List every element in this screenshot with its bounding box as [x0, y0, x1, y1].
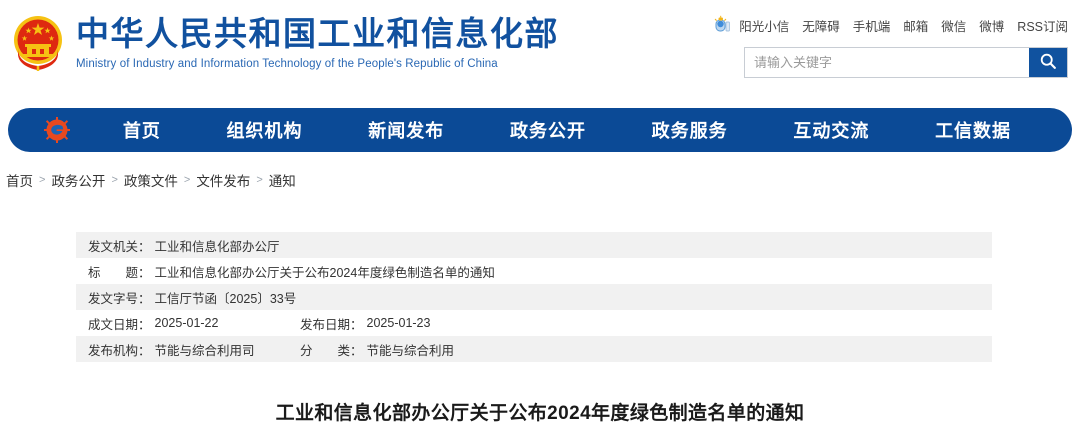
info-cell-issuing-authority: 发文机关： 工业和信息化部办公厅 — [76, 236, 280, 255]
info-value: 工业和信息化部办公厅关于公布2024年度绿色制造名单的通知 — [154, 265, 495, 280]
utility-links: 阳光小信 无障碍 手机端 邮箱 微信 微博 RSS订阅 — [712, 15, 1068, 35]
site-header: 中华人民共和国工业和信息化部 Ministry of Industry and … — [0, 0, 1080, 100]
utility-link-sunshine[interactable]: 阳光小信 — [739, 19, 790, 34]
site-title-cn: 中华人民共和国工业和信息化部 — [76, 15, 559, 52]
info-cell-title: 标 题： 工业和信息化部办公厅关于公布2024年度绿色制造名单的通知 — [76, 262, 495, 281]
info-cell-written-date: 成文日期： 2025-01-22 — [76, 314, 300, 333]
info-cell-category: 分 类： 节能与综合利用 — [300, 340, 454, 359]
breadcrumb-separator: > — [111, 174, 118, 186]
table-row: 发文字号： 工信厅节函〔2025〕33号 — [76, 284, 992, 310]
table-row: 标 题： 工业和信息化部办公厅关于公布2024年度绿色制造名单的通知 — [76, 258, 992, 284]
info-label: 发文字号： — [88, 291, 151, 306]
utility-link-accessibility[interactable]: 无障碍 — [802, 19, 840, 34]
national-emblem-icon — [10, 12, 66, 74]
info-value: 2025-01-22 — [154, 316, 219, 330]
breadcrumb-separator: > — [39, 174, 46, 186]
breadcrumb: 首页 > 政务公开 > 政策文件 > 文件发布 > 通知 — [6, 170, 296, 190]
breadcrumb-item-document-release[interactable]: 文件发布 — [196, 174, 251, 189]
info-label: 成文日期： — [88, 317, 151, 332]
main-nav-wrap: 首页 组织机构 新闻发布 政务公开 政务服务 互动交流 工信数据 — [0, 108, 1080, 152]
info-value: 2025-01-23 — [366, 316, 431, 330]
site-brand[interactable]: 中华人民共和国工业和信息化部 Ministry of Industry and … — [10, 12, 559, 74]
info-cell-publishing-body: 发布机构： 节能与综合利用司 — [76, 340, 300, 359]
breadcrumb-item-notice[interactable]: 通知 — [268, 174, 296, 189]
nav-item-organization[interactable]: 组织机构 — [226, 121, 303, 141]
search-box — [744, 47, 1068, 78]
info-label: 发布机构： — [88, 343, 151, 358]
utility-link-wechat[interactable]: 微信 — [941, 19, 967, 34]
info-value: 工信厅节函〔2025〕33号 — [154, 291, 297, 306]
nav-item-government-services[interactable]: 政务服务 — [651, 121, 728, 141]
main-nav-items: 首页 组织机构 新闻发布 政务公开 政务服务 互动交流 工信数据 — [90, 117, 1072, 143]
breadcrumb-item-policy-documents[interactable]: 政策文件 — [123, 174, 178, 189]
miit-gear-e-icon[interactable] — [44, 117, 70, 143]
search-input[interactable] — [745, 48, 1029, 77]
breadcrumb-separator: > — [183, 174, 191, 186]
breadcrumb-item-home[interactable]: 首页 — [6, 174, 33, 189]
table-row: 发布机构： 节能与综合利用司 分 类： 节能与综合利用 — [76, 336, 992, 362]
nav-item-data[interactable]: 工信数据 — [935, 121, 1012, 141]
sunshine-robot-icon — [712, 15, 730, 35]
utility-link-weibo[interactable]: 微博 — [979, 19, 1005, 34]
info-label: 分 类： — [300, 343, 363, 358]
brand-text: 中华人民共和国工业和信息化部 Ministry of Industry and … — [76, 14, 559, 72]
search-button[interactable] — [1029, 48, 1067, 77]
info-value: 节能与综合利用司 — [154, 343, 255, 358]
info-cell-publish-date: 发布日期： 2025-01-23 — [300, 314, 430, 333]
utility-link-mobile[interactable]: 手机端 — [852, 19, 891, 34]
info-label: 发文机关： — [88, 239, 151, 254]
info-label: 标 题： — [88, 265, 151, 280]
search-icon — [1039, 52, 1057, 73]
breadcrumb-item-government-affairs[interactable]: 政务公开 — [51, 174, 106, 189]
nav-item-news[interactable]: 新闻发布 — [368, 121, 445, 141]
breadcrumb-separator: > — [256, 174, 263, 186]
table-row: 发文机关： 工业和信息化部办公厅 — [76, 232, 992, 258]
document-info-table: 发文机关： 工业和信息化部办公厅 标 题： 工业和信息化部办公厅关于公布2024… — [76, 232, 992, 362]
site-title-en: Ministry of Industry and Information Tec… — [76, 58, 498, 70]
nav-item-home[interactable]: 首页 — [122, 121, 161, 141]
info-value: 工业和信息化部办公厅 — [154, 239, 280, 254]
nav-item-interaction[interactable]: 互动交流 — [793, 121, 870, 141]
info-label: 发布日期： — [300, 317, 363, 332]
utility-link-rss[interactable]: RSS订阅 — [1017, 19, 1068, 34]
info-value: 节能与综合利用 — [366, 343, 455, 358]
document-title: 工业和信息化部办公厅关于公布2024年度绿色制造名单的通知 — [275, 403, 805, 424]
utility-link-mail[interactable]: 邮箱 — [903, 19, 929, 34]
main-nav: 首页 组织机构 新闻发布 政务公开 政务服务 互动交流 工信数据 — [8, 108, 1072, 152]
info-cell-document-number: 发文字号： 工信厅节函〔2025〕33号 — [76, 288, 296, 307]
table-row: 成文日期： 2025-01-22 发布日期： 2025-01-23 — [76, 310, 992, 336]
nav-item-government-affairs[interactable]: 政务公开 — [509, 121, 586, 141]
